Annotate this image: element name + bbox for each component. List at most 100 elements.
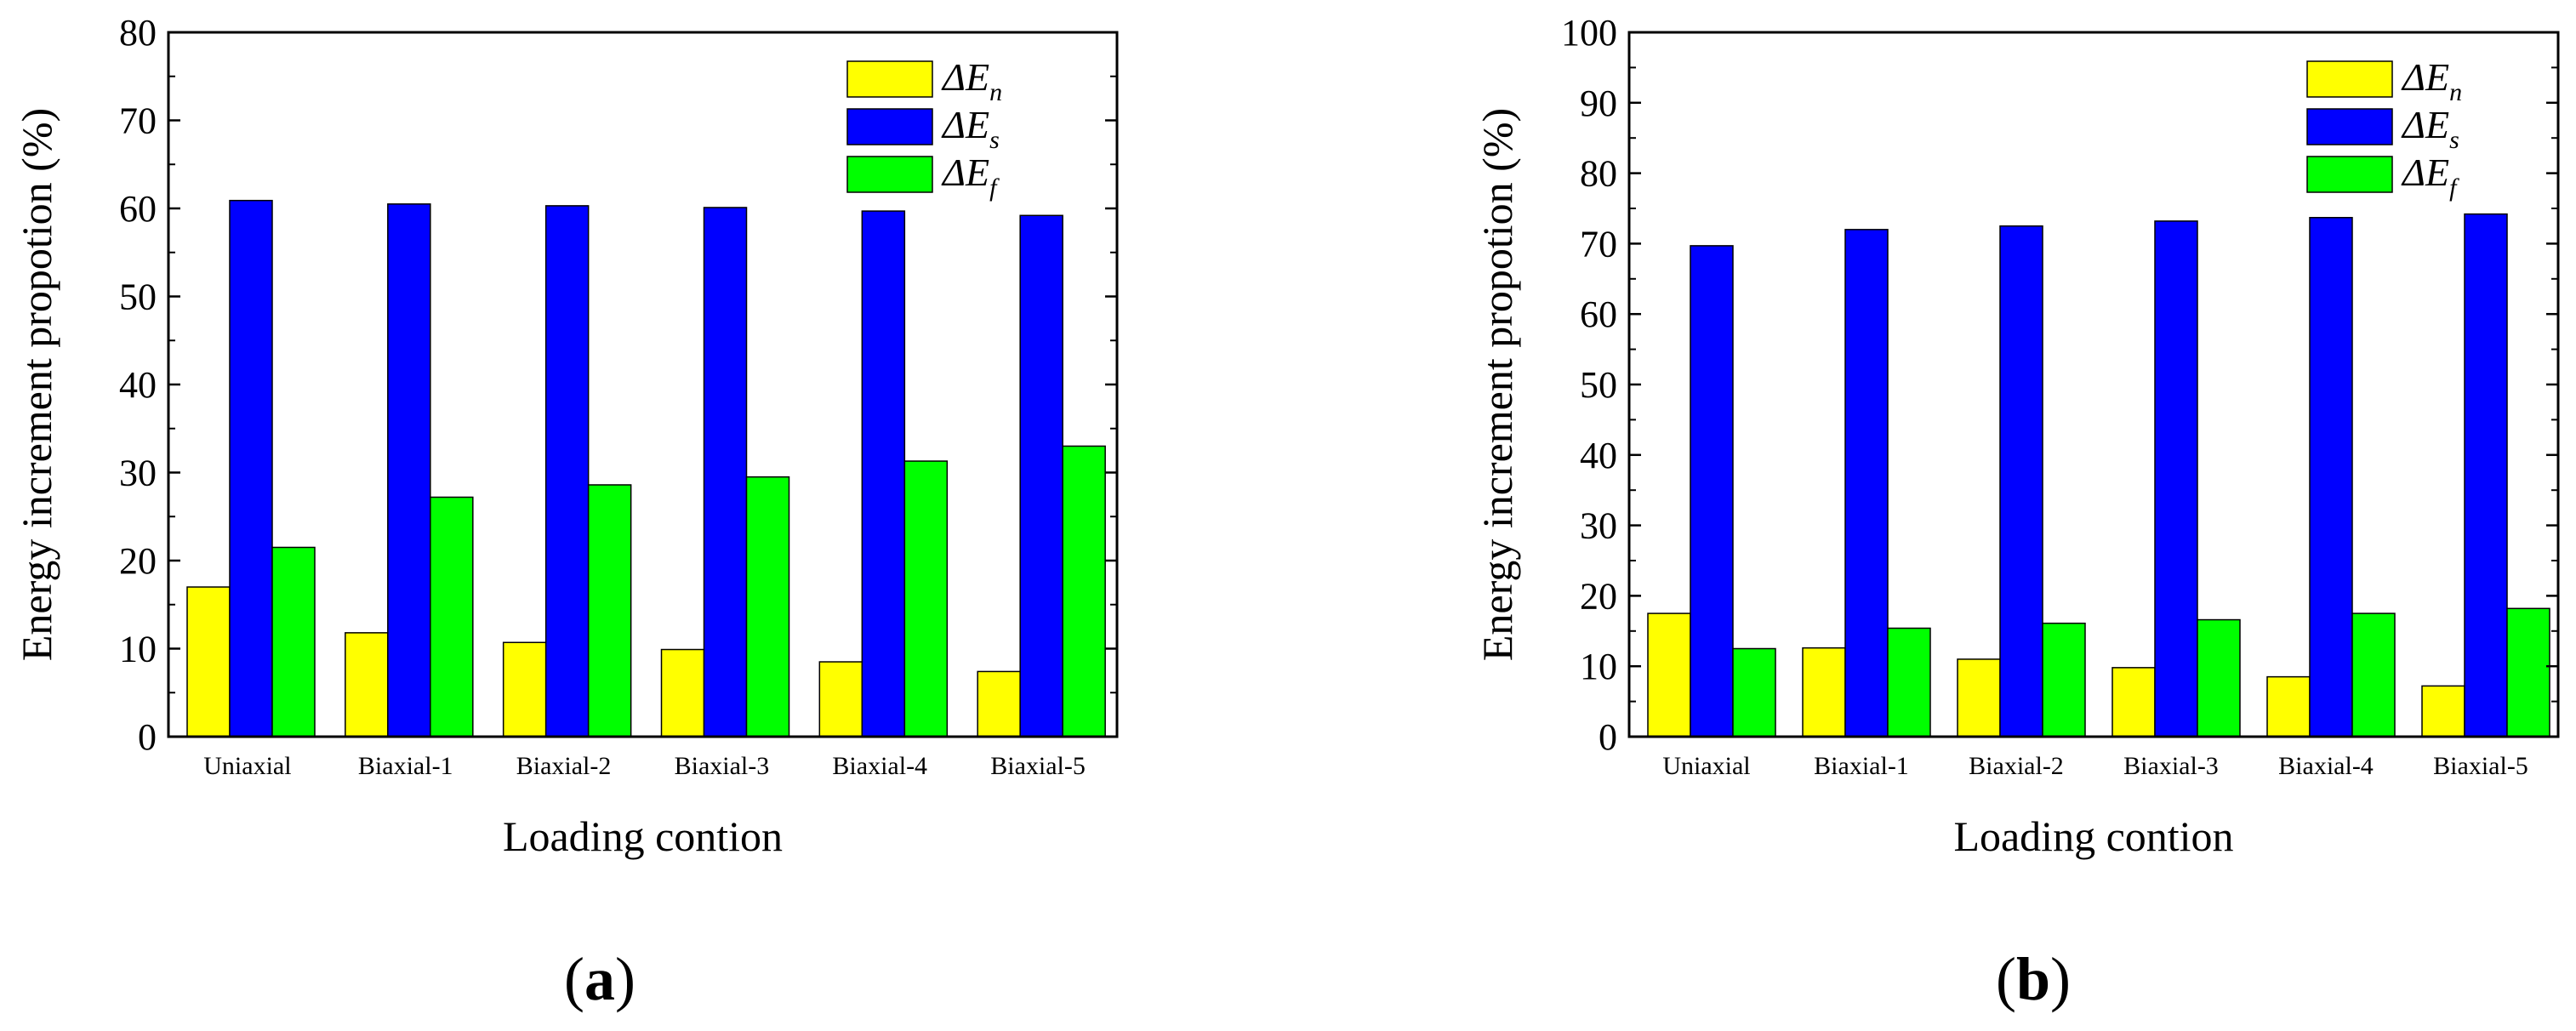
panel-label-close: ) xyxy=(615,945,635,1013)
panel-label-letter: b xyxy=(2016,945,2050,1013)
bar-dEn-5 xyxy=(977,670,1021,738)
y-tick-label: 10 xyxy=(119,629,157,670)
bar-dEn-0 xyxy=(186,586,231,738)
panel-label-open: ( xyxy=(564,945,584,1013)
legend-label-dEs: ΔEs xyxy=(941,103,1000,154)
y-axis-title: Energy increment propotion (%) xyxy=(1473,108,1521,661)
bar-dEn-4 xyxy=(818,661,863,738)
legend-subscript: n xyxy=(2449,78,2462,106)
y-tick-label: 50 xyxy=(119,276,157,318)
x-axis-title: Loading contion xyxy=(503,812,783,860)
y-tick-label: 70 xyxy=(1580,223,1617,265)
legend-subscript: s xyxy=(989,126,1000,154)
bar-dEs-1 xyxy=(1844,229,1889,738)
legend-symbol: ΔE xyxy=(941,103,989,146)
bar-dEf-5 xyxy=(1062,445,1106,738)
legend-swatch-dEn xyxy=(846,60,933,98)
y-tick-label: 70 xyxy=(119,100,157,142)
legend-label-dEn: ΔEn xyxy=(2401,55,2462,106)
x-tick-label: Biaxial-3 xyxy=(2123,752,2219,780)
y-tick-label: 30 xyxy=(119,453,157,494)
panel-label: (a) xyxy=(564,945,635,1013)
bar-dEs-4 xyxy=(2309,217,2353,738)
y-tick-label: 60 xyxy=(119,188,157,230)
bar-dEs-5 xyxy=(1019,214,1063,738)
bar-dEn-5 xyxy=(2421,685,2465,738)
y-tick-label: 50 xyxy=(1580,364,1617,406)
legend-subscript: f xyxy=(989,174,1000,202)
legend-symbol: ΔE xyxy=(2401,151,2449,194)
legend-label-dEs: ΔEs xyxy=(2401,103,2459,154)
bar-dEn-0 xyxy=(1647,612,1691,738)
x-tick-label: Biaxial-2 xyxy=(516,752,612,780)
bar-dEn-2 xyxy=(502,641,547,738)
x-tick-label: Uniaxial xyxy=(203,752,291,780)
legend-label-dEf: ΔEf xyxy=(941,151,1000,202)
bar-dEf-4 xyxy=(903,460,949,738)
bar-dEs-5 xyxy=(2464,213,2508,738)
bar-dEs-3 xyxy=(703,207,748,738)
x-tick-label: Biaxial-2 xyxy=(1969,752,2064,780)
legend-subscript: s xyxy=(2449,126,2459,154)
y-tick-label: 40 xyxy=(119,364,157,406)
x-tick-label: Biaxial-4 xyxy=(2278,752,2374,780)
bar-dEf-3 xyxy=(2197,618,2241,738)
legend-label-dEn: ΔEn xyxy=(941,55,1002,106)
panel-label-letter: a xyxy=(584,945,615,1013)
y-tick-label: 40 xyxy=(1580,435,1617,476)
y-tick-label: 80 xyxy=(119,12,157,54)
legend-swatch-dEn xyxy=(2306,60,2393,98)
bar-dEf-5 xyxy=(2506,607,2550,738)
bar-dEn-2 xyxy=(1957,658,2001,738)
x-tick-label: Biaxial-5 xyxy=(990,752,1086,780)
bar-dEs-3 xyxy=(2154,220,2198,738)
panel-label-open: ( xyxy=(1996,945,2016,1013)
bar-dEf-2 xyxy=(2042,622,2086,738)
bar-dEf-2 xyxy=(587,484,632,738)
bar-dEn-1 xyxy=(1802,647,1846,738)
legend-subscript: f xyxy=(2449,174,2459,202)
x-tick-label: Biaxial-3 xyxy=(675,752,770,780)
bar-dEf-4 xyxy=(2351,612,2396,738)
y-tick-label: 100 xyxy=(1561,12,1617,54)
bar-dEs-0 xyxy=(1690,245,1734,738)
legend-symbol: ΔE xyxy=(941,151,989,194)
panel-label: (b) xyxy=(1996,945,2071,1013)
bar-dEs-2 xyxy=(544,205,590,738)
panel-label-close: ) xyxy=(2050,945,2071,1013)
legend-swatch-dEs xyxy=(2306,108,2393,145)
legend-symbol: ΔE xyxy=(941,55,989,99)
legend-subscript: n xyxy=(989,78,1002,106)
y-tick-label: 30 xyxy=(1580,505,1617,547)
x-tick-label: Biaxial-4 xyxy=(832,752,927,780)
y-tick-label: 10 xyxy=(1580,646,1617,687)
bar-dEs-4 xyxy=(861,210,906,738)
bar-dEn-3 xyxy=(2112,667,2156,738)
y-tick-label: 80 xyxy=(1580,153,1617,195)
y-tick-label: 0 xyxy=(138,716,157,758)
bar-dEs-2 xyxy=(1999,225,2043,738)
legend-swatch-dEf xyxy=(846,156,933,193)
x-tick-label: Biaxial-5 xyxy=(2433,752,2528,780)
legend-symbol: ΔE xyxy=(2401,55,2449,99)
y-tick-label: 60 xyxy=(1580,293,1617,335)
x-tick-label: Uniaxial xyxy=(1662,752,1750,780)
y-axis-title: Energy increment propotion (%) xyxy=(13,108,60,661)
bar-dEf-3 xyxy=(745,476,790,738)
x-axis-title: Loading contion xyxy=(1953,812,2233,860)
bar-dEs-1 xyxy=(387,203,431,738)
bar-dEn-4 xyxy=(2266,675,2311,738)
legend-swatch-dEf xyxy=(2306,156,2393,193)
plot-frame xyxy=(1627,31,2560,738)
bar-dEf-0 xyxy=(1732,647,1776,738)
x-tick-label: Biaxial-1 xyxy=(358,752,453,780)
y-tick-label: 20 xyxy=(119,540,157,582)
plot-frame xyxy=(167,31,1119,738)
bar-dEn-3 xyxy=(660,648,705,738)
bar-dEf-0 xyxy=(271,546,316,738)
chart-panel-a: 0 10 20 30 40 50 60 70 80 Uniaxial Biaxial-1 Biaxia… xyxy=(13,12,1119,1013)
